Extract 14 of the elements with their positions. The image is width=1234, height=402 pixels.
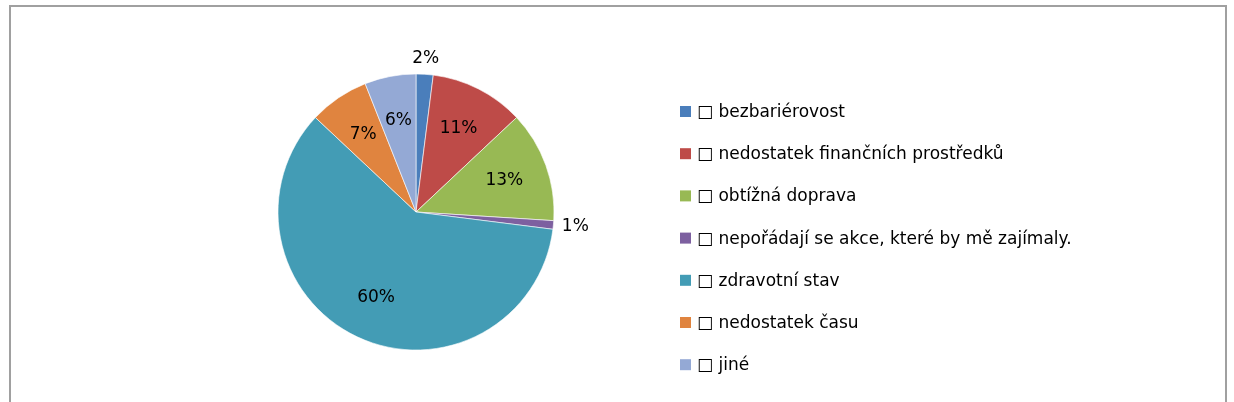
data-label: 6%: [384, 108, 412, 129]
legend-label: □ nedostatek finančních prostředků: [697, 143, 1004, 164]
legend-label: □ nepořádají se akce, které by mě zajímaly.: [697, 227, 1072, 248]
data-label: 2%: [412, 47, 440, 68]
legend-label: □ jiné: [697, 354, 750, 375]
legend-label: □ nedostatek času: [697, 312, 859, 332]
data-label: 7%: [349, 123, 377, 144]
data-label: 60%: [357, 285, 395, 306]
data-label: 1%: [561, 215, 589, 236]
legend-label: □ obtížná doprava: [697, 185, 857, 206]
data-label: 13%: [485, 169, 524, 190]
legend-label: □ bezbariérovost: [697, 101, 846, 121]
legend-label: □ zdravotní stav: [697, 269, 840, 290]
data-label: 11%: [439, 117, 478, 138]
